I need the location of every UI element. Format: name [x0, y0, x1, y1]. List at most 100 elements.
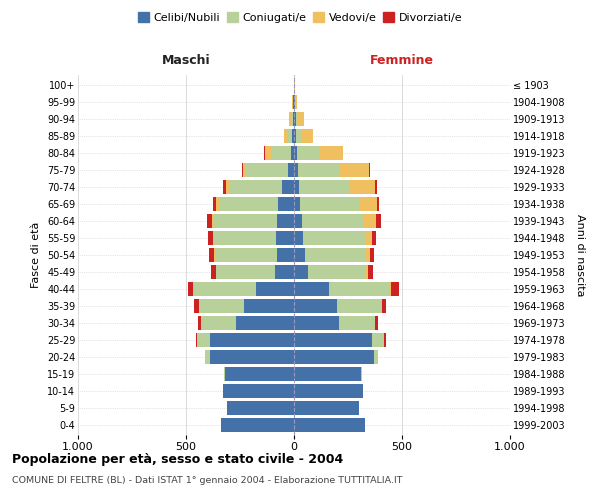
Bar [294, 316, 340, 330]
Bar [391, 282, 399, 296]
Bar [197, 316, 201, 330]
Bar [256, 282, 294, 296]
Bar [197, 333, 210, 347]
Bar [294, 248, 305, 262]
Text: COMUNE DI FELTRE (BL) - Dati ISTAT 1° gennaio 2004 - Elaborazione TUTTITALIA.IT: COMUNE DI FELTRE (BL) - Dati ISTAT 1° ge… [12, 476, 403, 485]
Bar [372, 231, 376, 245]
Bar [277, 248, 294, 262]
Bar [288, 129, 292, 143]
Bar [205, 350, 210, 364]
Bar [278, 197, 294, 211]
Bar [293, 95, 294, 109]
Bar [284, 129, 288, 143]
Bar [376, 214, 381, 228]
Bar [377, 197, 379, 211]
Bar [296, 112, 298, 126]
Bar [289, 112, 291, 126]
Bar [376, 316, 377, 330]
Bar [360, 197, 377, 211]
Bar [275, 231, 294, 245]
Bar [193, 282, 194, 296]
Bar [199, 299, 244, 313]
Bar [301, 197, 360, 211]
Text: Maschi: Maschi [161, 54, 211, 66]
Bar [294, 418, 365, 432]
Bar [282, 180, 294, 194]
Bar [220, 197, 278, 211]
Bar [296, 129, 302, 143]
Bar [294, 112, 296, 126]
Bar [291, 112, 293, 126]
Legend: Celibi/Nubili, Coniugati/e, Vedovi/e, Divorziati/e: Celibi/Nubili, Coniugati/e, Vedovi/e, Di… [133, 8, 467, 28]
Bar [287, 163, 294, 177]
Bar [212, 214, 214, 228]
Bar [297, 146, 319, 160]
Bar [390, 282, 391, 296]
Bar [294, 333, 372, 347]
Bar [365, 231, 372, 245]
Bar [223, 180, 226, 194]
Y-axis label: Anni di nascita: Anni di nascita [575, 214, 585, 296]
Bar [337, 299, 382, 313]
Bar [216, 265, 275, 279]
Bar [271, 146, 291, 160]
Bar [188, 282, 193, 296]
Bar [340, 316, 375, 330]
Bar [292, 129, 294, 143]
Bar [225, 367, 294, 381]
Bar [291, 146, 294, 160]
Bar [294, 282, 329, 296]
Bar [209, 248, 214, 262]
Bar [361, 367, 362, 381]
Bar [227, 401, 294, 415]
Bar [247, 163, 287, 177]
Bar [293, 112, 294, 126]
Bar [350, 180, 375, 194]
Bar [302, 129, 313, 143]
Bar [368, 163, 370, 177]
Bar [214, 231, 275, 245]
Bar [370, 248, 374, 262]
Bar [230, 180, 282, 194]
Bar [213, 197, 216, 211]
Bar [207, 214, 212, 228]
Bar [294, 197, 301, 211]
Bar [294, 95, 295, 109]
Bar [294, 384, 363, 398]
Bar [194, 299, 199, 313]
Bar [375, 180, 377, 194]
Bar [294, 146, 297, 160]
Bar [294, 299, 337, 313]
Bar [277, 214, 294, 228]
Bar [296, 95, 297, 109]
Bar [374, 350, 378, 364]
Bar [294, 214, 302, 228]
Text: Popolazione per età, sesso e stato civile - 2004: Popolazione per età, sesso e stato civil… [12, 452, 343, 466]
Bar [294, 350, 374, 364]
Bar [294, 180, 299, 194]
Bar [210, 350, 294, 364]
Bar [214, 214, 277, 228]
Bar [224, 367, 225, 381]
Bar [208, 231, 213, 245]
Bar [294, 265, 308, 279]
Bar [299, 180, 350, 194]
Bar [329, 282, 390, 296]
Bar [194, 282, 256, 296]
Bar [236, 316, 294, 330]
Bar [211, 265, 215, 279]
Bar [364, 214, 376, 228]
Bar [294, 401, 359, 415]
Bar [244, 299, 294, 313]
Bar [265, 146, 271, 160]
Bar [298, 112, 304, 126]
Bar [372, 333, 383, 347]
Bar [294, 231, 302, 245]
Bar [243, 163, 247, 177]
Bar [210, 333, 294, 347]
Bar [308, 265, 367, 279]
Bar [196, 333, 197, 347]
Bar [382, 299, 386, 313]
Y-axis label: Fasce di età: Fasce di età [31, 222, 41, 288]
Bar [384, 333, 386, 347]
